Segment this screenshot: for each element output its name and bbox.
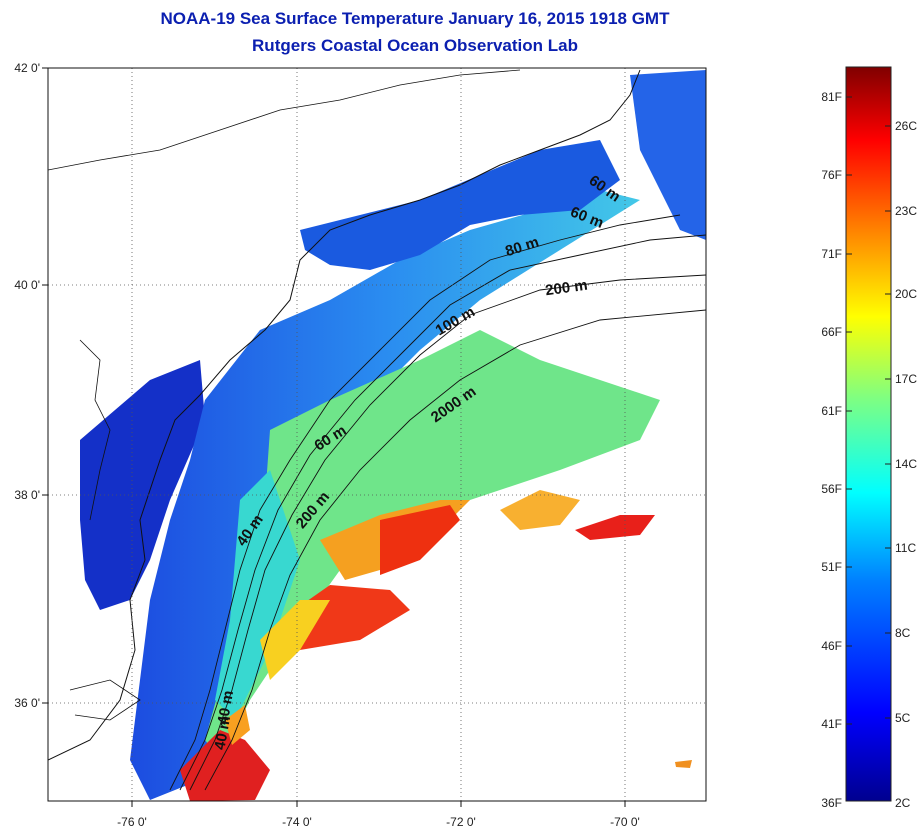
warm-patch <box>675 760 692 768</box>
warm-eddy <box>575 515 655 540</box>
lon-tick-label: -76 0' <box>117 815 147 829</box>
colorbar-f-label: 71F <box>821 247 842 261</box>
colorbar-c-label: 17C <box>895 372 917 386</box>
isobath-40-60m <box>169 214 681 791</box>
cape-hatteras-warm-water <box>180 730 270 801</box>
colorbar-f-label: 36F <box>821 796 842 810</box>
colorbar-f-label: 81F <box>821 90 842 104</box>
colorbar-celsius-scale: 26C 23C 20C 17C 14C 11C 8C 5C 2C <box>895 119 917 810</box>
colorbar-fahrenheit-scale: 81F 76F 71F 66F 61F 56F 51F 46F 41F 36F <box>821 90 842 810</box>
coastline <box>48 69 641 761</box>
colorbar-f-label: 56F <box>821 482 842 496</box>
bay-shoreline <box>79 339 111 521</box>
slope-water <box>205 330 660 760</box>
colorbar-c-label: 23C <box>895 204 917 218</box>
colorbar-c-label: 20C <box>895 287 917 301</box>
colorbar-c-label: 26C <box>895 119 917 133</box>
gulf-of-maine-water <box>630 70 706 240</box>
warm-eddy <box>500 490 580 530</box>
colorbar-c-label: 5C <box>895 711 911 725</box>
sound-shoreline <box>69 679 141 721</box>
shelf-water <box>130 190 640 800</box>
map-subtitle: Rutgers Coastal Ocean Observation Lab <box>252 36 578 55</box>
colorbar-f-label: 51F <box>821 560 842 574</box>
lat-tick-label: 42 0' <box>14 61 40 75</box>
colorbar-c-label: 11C <box>895 541 916 555</box>
inland-boundary <box>48 69 521 171</box>
colorbar-f-label: 41F <box>821 717 842 731</box>
colorbar-c-label: 2C <box>895 796 911 810</box>
colorbar <box>845 66 892 802</box>
lon-tick-label: -72 0' <box>446 815 476 829</box>
map-grid <box>48 68 706 801</box>
lon-tick-label: -74 0' <box>282 815 312 829</box>
map-title: NOAA-19 Sea Surface Temperature January … <box>160 9 670 28</box>
isobath-200m <box>189 274 706 791</box>
isobath-label: 40 m <box>211 715 234 752</box>
colorbar-ticks <box>846 96 891 725</box>
isobath-label: 40 m <box>214 689 237 726</box>
lat-tick-label: 40 0' <box>14 278 40 292</box>
lon-tick-label: -70 0' <box>610 815 640 829</box>
lat-tick-label: 36 0' <box>14 696 40 710</box>
colorbar-c-label: 14C <box>895 457 917 471</box>
lat-tick-label: 38 0' <box>14 488 40 502</box>
colorbar-f-label: 61F <box>821 404 842 418</box>
gulf-stream-edge <box>260 600 330 680</box>
colorbar-f-label: 66F <box>821 325 842 339</box>
northern-shelf-water <box>300 140 620 270</box>
gulf-stream-core <box>380 505 460 575</box>
map-frame-border <box>47 67 707 802</box>
isobath-80-100m <box>179 234 706 791</box>
colorbar-f-label: 46F <box>821 639 842 653</box>
sst-field <box>48 69 706 801</box>
colorbar-c-label: 8C <box>895 626 911 640</box>
colorbar-f-label: 76F <box>821 168 842 182</box>
axis-ticks <box>42 67 626 807</box>
isobath-label: 200 m <box>544 277 588 300</box>
cape-hatteras-warm-edge <box>225 705 250 745</box>
